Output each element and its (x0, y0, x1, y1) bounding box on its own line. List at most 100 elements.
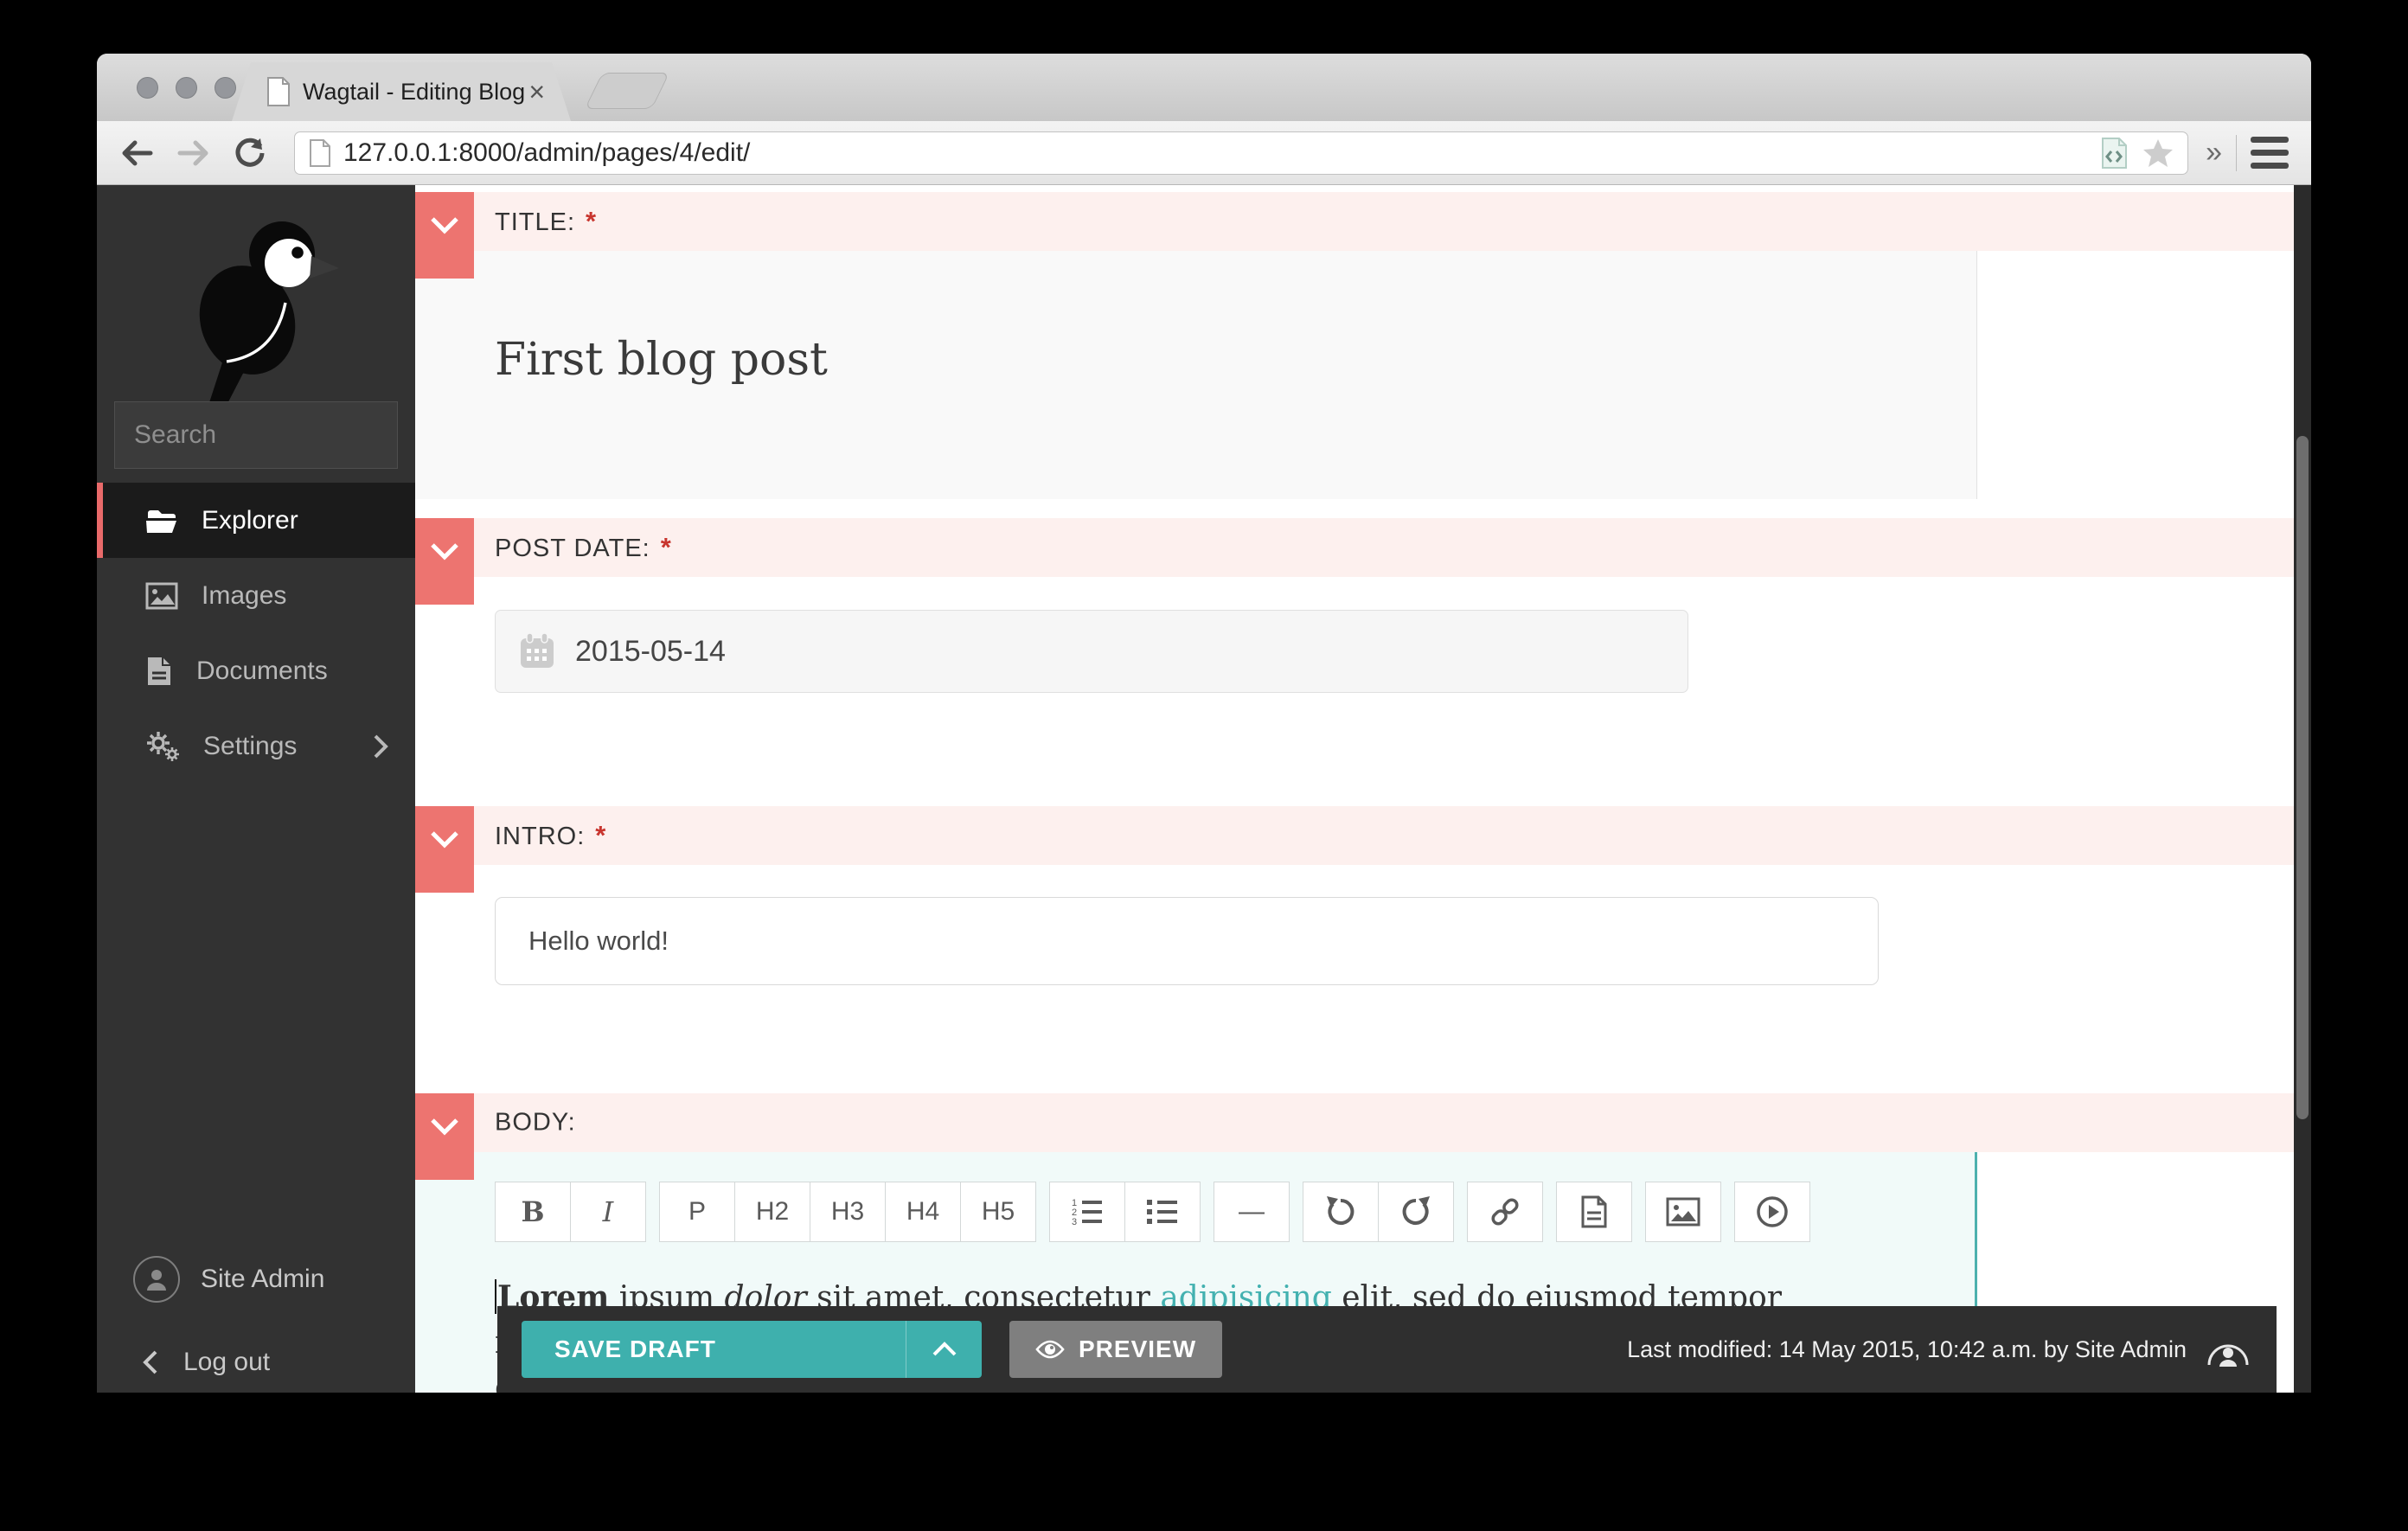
page-icon (309, 138, 331, 167)
last-modified-text: Last modified: 14 May 2015, 10:42 a.m. b… (1627, 1336, 2187, 1362)
sidebar-item-explorer[interactable]: Explorer (97, 483, 415, 558)
tab-strip: Wagtail - Editing Blog Page × (97, 54, 2311, 121)
save-draft-button[interactable]: SAVE DRAFT (522, 1321, 982, 1378)
h2-button[interactable]: H2 (734, 1182, 810, 1242)
sidebar-menu: Explorer Images Documents (97, 483, 415, 784)
redo-button[interactable] (1378, 1182, 1454, 1242)
calendar-icon (518, 631, 556, 671)
body-field-label: BODY: (495, 1108, 576, 1137)
avatar (133, 1256, 180, 1303)
tab-title: Wagtail - Editing Blog Page (303, 78, 526, 105)
horizontal-rule-button[interactable]: — (1214, 1182, 1290, 1242)
bold-button[interactable]: B (495, 1182, 571, 1242)
folder-open-icon (145, 506, 178, 535)
gears-icon (145, 730, 180, 763)
modified-by-user-icon (2204, 1332, 2252, 1367)
edit-page-main: TITLE: * First blog post POST DATE: * (415, 185, 2311, 1393)
sidebar-item-images[interactable]: Images (97, 558, 415, 633)
post-date-input[interactable] (495, 610, 1688, 693)
zoom-window-button[interactable] (215, 77, 236, 99)
close-window-button[interactable] (137, 77, 158, 99)
post-date-panel-header: POST DATE: * (415, 518, 2294, 605)
collapse-title-button[interactable] (415, 192, 474, 279)
link-button[interactable] (1467, 1182, 1543, 1242)
sidebar-item-label: Settings (203, 731, 298, 760)
title-field-label: TITLE: * (495, 206, 598, 236)
text-caret (495, 1279, 496, 1314)
bookmark-star-icon[interactable] (2142, 138, 2174, 168)
sidebar-item-label: Explorer (202, 505, 298, 535)
extensions-overflow-icon[interactable]: » (2206, 136, 2222, 169)
intro-input[interactable] (495, 897, 1879, 985)
svg-text:2: 2 (1072, 1208, 1077, 1218)
url-bar[interactable]: 127.0.0.1:8000/admin/pages/4/edit/ (294, 131, 2189, 175)
forward-icon[interactable] (176, 139, 211, 167)
image-icon (145, 582, 178, 610)
browser-tab[interactable]: Wagtail - Editing Blog Page × (232, 62, 571, 121)
preview-button[interactable]: PREVIEW (1009, 1321, 1223, 1378)
post-date-field-label: POST DATE: * (495, 532, 672, 562)
insert-document-button[interactable] (1556, 1182, 1632, 1242)
collapse-post-date-button[interactable] (415, 518, 474, 605)
new-tab-button[interactable] (584, 73, 670, 109)
svg-text:1: 1 (1072, 1198, 1077, 1208)
logout-label: Log out (183, 1348, 271, 1376)
paragraph-button[interactable]: P (659, 1182, 735, 1242)
svg-text:3: 3 (1072, 1217, 1077, 1227)
page-scrollbar-thumb[interactable] (2296, 436, 2309, 1119)
window-controls (137, 77, 236, 99)
view-source-icon[interactable] (2101, 137, 2128, 169)
minimize-window-button[interactable] (176, 77, 197, 99)
required-marker: * (660, 532, 672, 562)
search-input[interactable] (134, 420, 468, 450)
sidebar-item-label: Documents (196, 656, 328, 685)
save-options-toggle[interactable] (906, 1321, 982, 1378)
body-panel-header: BODY: (415, 1093, 2294, 1180)
intro-field-label: INTRO: * (495, 820, 607, 850)
chevron-right-icon (372, 733, 389, 760)
back-icon[interactable] (119, 139, 154, 167)
wagtail-logo (161, 206, 351, 434)
logout-link[interactable]: Log out (97, 1348, 415, 1377)
title-input[interactable]: First blog post (495, 334, 828, 386)
italic-button[interactable]: I (570, 1182, 646, 1242)
h4-button[interactable]: H4 (885, 1182, 961, 1242)
post-date-field-body (415, 610, 2294, 806)
document-icon (145, 656, 173, 687)
required-marker: * (586, 206, 598, 236)
close-tab-icon[interactable]: × (528, 75, 545, 107)
browser-toolbar: 127.0.0.1:8000/admin/pages/4/edit/ » (97, 121, 2311, 185)
insert-media-button[interactable] (1734, 1182, 1810, 1242)
tab-favicon-icon (266, 77, 291, 106)
required-marker: * (595, 820, 607, 850)
unordered-list-button[interactable] (1124, 1182, 1201, 1242)
intro-field-body (415, 897, 2294, 1093)
chevron-left-icon (142, 1348, 159, 1376)
h3-button[interactable]: H3 (810, 1182, 886, 1242)
undo-button[interactable] (1303, 1182, 1379, 1242)
title-panel-header: TITLE: * (415, 192, 2294, 279)
sidebar-item-documents[interactable]: Documents (97, 633, 415, 708)
save-draft-label: SAVE DRAFT (554, 1336, 716, 1362)
eye-icon (1035, 1339, 1065, 1360)
account-name: Site Admin (201, 1265, 325, 1293)
footer-action-bar: SAVE DRAFT PREVIEW Last modified: 14 May… (497, 1306, 2277, 1393)
url-text[interactable]: 127.0.0.1:8000/admin/pages/4/edit/ (343, 138, 751, 167)
sidebar-item-label: Images (202, 580, 287, 610)
page-scrollbar-track[interactable] (2294, 185, 2311, 1393)
h5-button[interactable]: H5 (960, 1182, 1036, 1242)
sidebar-search (114, 401, 497, 469)
intro-panel-header: INTRO: * (415, 806, 2294, 893)
insert-image-button[interactable] (1645, 1182, 1721, 1242)
collapse-body-button[interactable] (415, 1093, 474, 1180)
sidebar-item-settings[interactable]: Settings (97, 708, 415, 784)
account-row[interactable]: Site Admin (97, 1256, 415, 1303)
post-date-value[interactable] (575, 634, 921, 669)
collapse-intro-button[interactable] (415, 806, 474, 893)
sidebar: Explorer Images Documents (97, 185, 497, 1393)
reload-icon[interactable] (234, 137, 266, 170)
title-field-body: First blog post (415, 251, 2294, 499)
browser-menu-icon[interactable] (2251, 137, 2289, 169)
